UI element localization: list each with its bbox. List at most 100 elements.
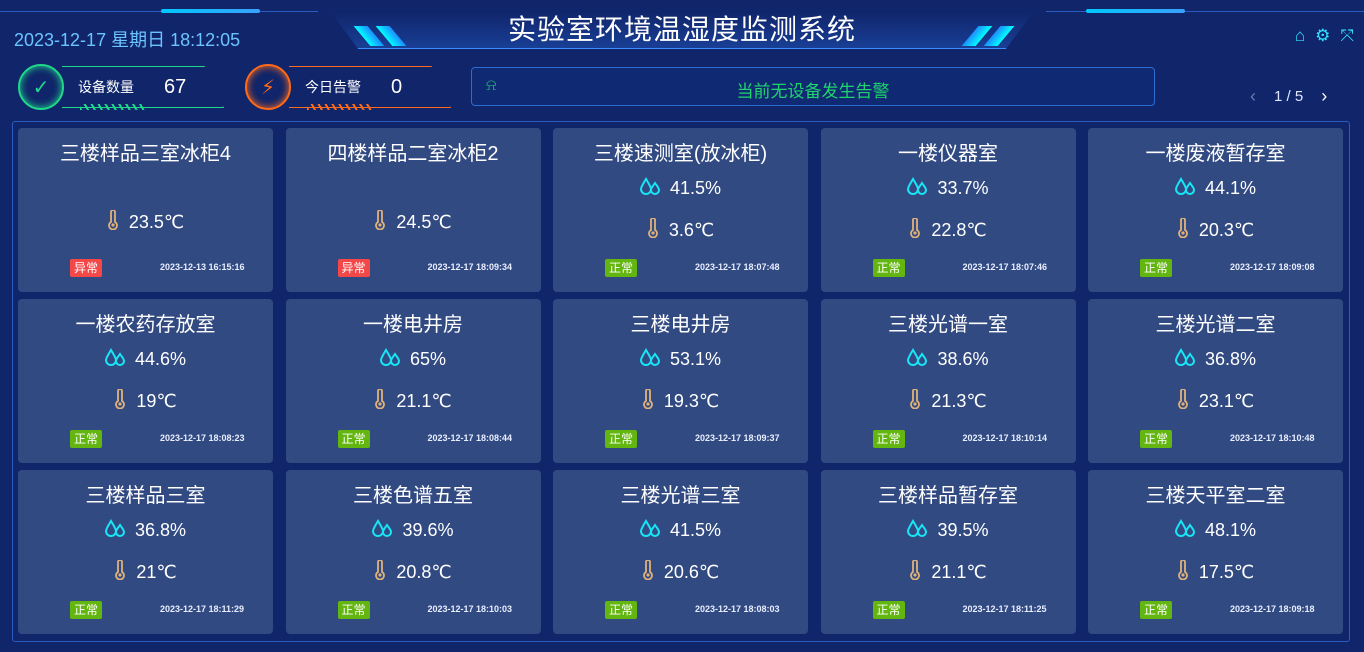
alarm-icon: ⍾ <box>486 77 497 94</box>
thermometer-icon <box>374 209 386 235</box>
update-time: 2023-12-17 18:08:03 <box>695 604 780 614</box>
device-card[interactable]: 一楼仪器室 33.7% 22.8℃ 正常 2023-12-17 18:07:46 <box>820 128 1076 292</box>
temperature-value: 3.6℃ <box>668 220 715 240</box>
humidity-row: 36.8% <box>1088 348 1343 371</box>
device-name: 三楼光谱三室 <box>620 485 741 507</box>
humidity-row: 44.1% <box>1088 177 1343 200</box>
status-badge: 正常 <box>605 259 638 277</box>
title-banner <box>330 11 1034 49</box>
temperature-row: 21℃ <box>18 559 273 585</box>
temperature-value: 21.1℃ <box>396 391 452 411</box>
humidity-value: 44.6% <box>134 349 187 369</box>
status-badge: 正常 <box>337 430 370 448</box>
status-badge: 异常 <box>70 259 103 277</box>
alarm-today-stat: ⚡ 今日告警 0 <box>245 64 455 110</box>
device-card[interactable]: 三楼天平室二室 48.1% 17.5℃ 正常 2023-12-17 18:09:18 <box>1088 470 1343 634</box>
humidity-value: 53.1% <box>669 349 722 369</box>
thermometer-icon <box>114 388 126 414</box>
thermometer-icon <box>642 559 654 585</box>
humidity-value: 48.1% <box>1204 520 1257 540</box>
device-name: 一楼仪器室 <box>898 143 998 165</box>
device-card[interactable]: 一楼电井房 65% 21.1℃ 正常 2023-12-17 18:08:44 <box>285 299 541 463</box>
humidity-row: 36.8% <box>18 519 273 542</box>
update-time: 2023-12-17 18:07:48 <box>695 262 780 272</box>
humidity-drops-icon <box>379 348 400 371</box>
humidity-drops-icon <box>104 519 125 542</box>
temperature-value: 20.8℃ <box>396 562 452 582</box>
update-time: 2023-12-17 18:09:18 <box>1230 604 1315 614</box>
device-card[interactable]: 三楼光谱三室 41.5% 20.6℃ 正常 2023-12-17 18:08:03 <box>553 470 808 634</box>
device-count-label: 设备数量 <box>78 79 134 95</box>
thermometer-icon <box>1177 388 1189 414</box>
device-card[interactable]: 三楼色谱五室 39.6% 20.8℃ 正常 2023-12-17 18:10:03 <box>285 470 541 634</box>
humidity-row: 44.6% <box>18 348 273 371</box>
humidity-value: 44.1% <box>1204 178 1257 198</box>
device-card[interactable]: 三楼样品暂存室 39.5% 21.1℃ 正常 2023-12-17 18:11:25 <box>820 470 1076 634</box>
thermometer-icon <box>642 388 654 414</box>
update-time: 2023-12-17 18:10:14 <box>962 433 1048 443</box>
device-card[interactable]: 三楼电井房 53.1% 19.3℃ 正常 2023-12-17 18:09:37 <box>553 299 808 463</box>
header-actions: ⌂ ⚙ ⤧ <box>1295 26 1354 46</box>
status-badge: 异常 <box>337 259 370 277</box>
temperature-value: 23.1℃ <box>1198 391 1255 411</box>
next-page-button[interactable]: › <box>1321 86 1328 106</box>
update-time: 2023-12-17 18:08:44 <box>427 433 513 443</box>
temperature-row: 21.3℃ <box>821 388 1076 414</box>
humidity-drops-icon <box>104 348 125 371</box>
thermometer-icon <box>374 388 386 414</box>
thermometer-icon <box>909 559 921 585</box>
device-card[interactable]: 三楼光谱二室 36.8% 23.1℃ 正常 2023-12-17 18:10:48 <box>1088 299 1343 463</box>
device-panel <box>12 121 1350 642</box>
device-name: 三楼样品暂存室 <box>878 485 1018 507</box>
humidity-value: 41.5% <box>669 520 722 540</box>
gear-icon[interactable]: ⚙ <box>1315 26 1331 45</box>
device-name: 三楼天平室二室 <box>1145 485 1286 507</box>
header-glow <box>1086 9 1185 13</box>
update-time: 2023-12-17 18:07:46 <box>962 262 1048 272</box>
check-cycle-icon: ✓ <box>18 64 64 110</box>
temperature-row: 20.6℃ <box>553 559 808 585</box>
temperature-value: 21.3℃ <box>931 391 987 411</box>
device-card[interactable]: 一楼农药存放室 44.6% 19℃ 正常 2023-12-17 18:08:23 <box>18 299 273 463</box>
temperature-value: 22.8℃ <box>931 220 987 240</box>
thermometer-icon <box>374 559 386 585</box>
humidity-drops-icon <box>639 348 660 371</box>
prev-page-button[interactable]: ‹ <box>1250 86 1256 106</box>
device-name: 三楼色谱五室 <box>353 485 473 507</box>
status-badge: 正常 <box>872 430 905 448</box>
temperature-value: 20.3℃ <box>1198 220 1255 240</box>
humidity-row: 41.5% <box>553 177 808 200</box>
device-card[interactable]: 四楼样品二室冰柜2 24.5℃ 异常 2023-12-17 18:09:34 <box>285 128 541 292</box>
device-name: 三楼电井房 <box>630 314 731 336</box>
temperature-value: 21℃ <box>136 562 177 582</box>
status-badge: 正常 <box>1140 430 1173 448</box>
device-count-value: 67 <box>164 75 187 98</box>
humidity-drops-icon <box>1174 177 1195 200</box>
status-badge: 正常 <box>605 430 638 448</box>
thermometer-icon <box>909 388 921 414</box>
device-card[interactable]: 三楼光谱一室 38.6% 21.3℃ 正常 2023-12-17 18:10:14 <box>820 299 1076 463</box>
humidity-row: 53.1% <box>553 348 808 371</box>
temperature-row: 3.6℃ <box>553 217 808 243</box>
thermometer-icon <box>647 217 659 243</box>
update-time: 2023-12-17 18:08:23 <box>160 433 245 443</box>
update-time: 2023-12-17 18:09:08 <box>1230 262 1315 272</box>
device-name: 一楼废液暂存室 <box>1145 143 1286 165</box>
temperature-value: 21.1℃ <box>931 562 987 582</box>
humidity-value: 33.7% <box>937 178 989 198</box>
device-card[interactable]: 三楼速测室(放冰柜) 41.5% 3.6℃ 正常 2023-12-17 18:07:48 <box>553 128 808 292</box>
device-card[interactable]: 三楼样品三室 36.8% 21℃ 正常 2023-12-17 18:11:29 <box>18 470 273 634</box>
humidity-drops-icon <box>639 177 660 200</box>
status-badge: 正常 <box>605 601 638 619</box>
humidity-drops-icon <box>907 519 928 542</box>
device-card[interactable]: 三楼样品三室冰柜4 23.5℃ 异常 2023-12-13 16:15:16 <box>18 128 273 292</box>
temperature-value: 23.5℃ <box>128 212 185 232</box>
humidity-drops-icon <box>907 348 928 371</box>
alarm-today-value: 0 <box>391 75 403 98</box>
pagination: ‹ 1 / 5 › <box>1250 86 1327 107</box>
temperature-row: 21.1℃ <box>821 559 1076 585</box>
fullscreen-icon[interactable]: ⤧ <box>1340 26 1354 45</box>
device-card[interactable]: 一楼废液暂存室 44.1% 20.3℃ 正常 2023-12-17 18:09:08 <box>1088 128 1343 292</box>
home-icon[interactable]: ⌂ <box>1294 26 1306 45</box>
humidity-value: 36.8% <box>1204 349 1257 369</box>
